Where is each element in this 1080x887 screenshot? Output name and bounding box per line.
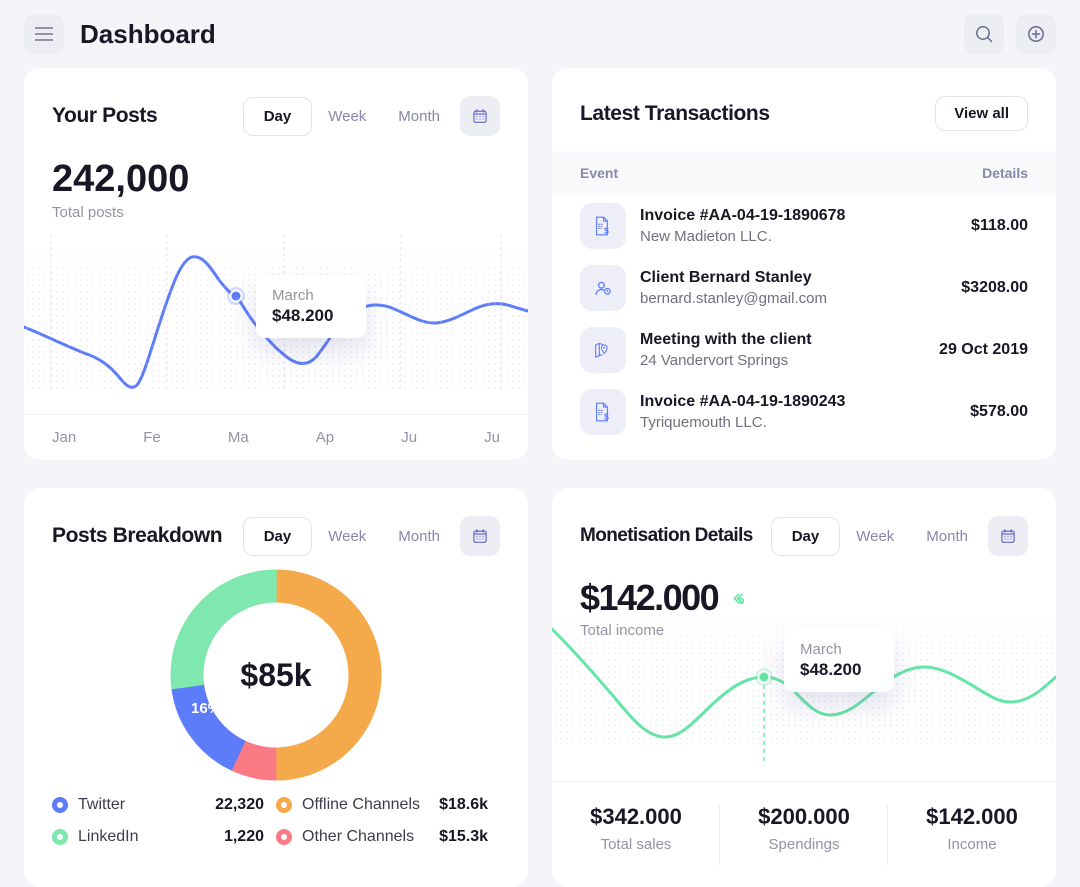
- svg-text:$: $: [604, 411, 609, 421]
- svg-text:$: $: [604, 225, 609, 235]
